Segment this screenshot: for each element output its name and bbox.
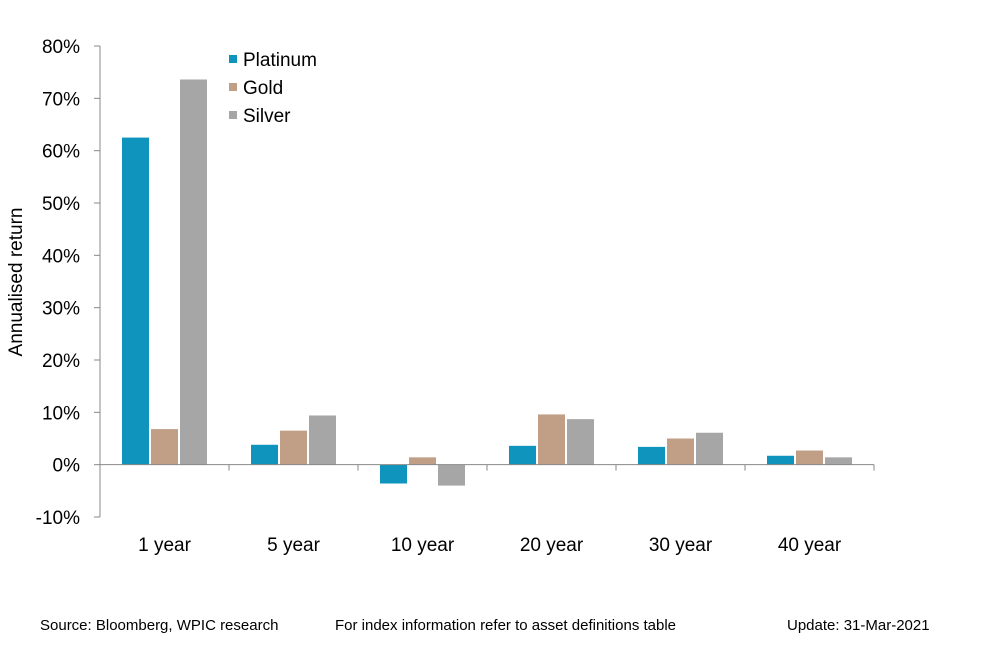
update-date: Update: 31-Mar-2021	[787, 617, 930, 634]
legend-swatch-gold	[229, 83, 237, 91]
y-tick-label: 50%	[42, 194, 80, 215]
y-tick-label: 60%	[42, 142, 80, 163]
bar-gold-5-year	[280, 430, 307, 465]
y-tick-label: 20%	[42, 351, 80, 372]
bars-layer	[122, 79, 852, 486]
bar-silver-30-year	[696, 432, 723, 465]
y-ticks-layer: -10% 0% 10% 20% 30% 40% 50% 60% 70% 80%	[36, 37, 100, 529]
bar-gold-1-year	[151, 429, 178, 465]
axes-layer	[99, 46, 875, 517]
y-tick-label: 80%	[42, 37, 80, 58]
y-tick-label: 30%	[42, 299, 80, 320]
bar-gold-40-year	[796, 450, 823, 465]
bar-platinum-5-year	[251, 444, 278, 465]
bar-silver-1-year	[180, 79, 207, 465]
bar-silver-5-year	[309, 415, 336, 465]
y-tick-label: 10%	[42, 403, 80, 424]
x-labels-layer: 1 year 5 year 10 year 20 year 30 year 40 year	[138, 535, 842, 556]
bar-platinum-1-year	[122, 137, 149, 465]
y-tick-label: 0%	[53, 456, 81, 477]
bar-platinum-20-year	[509, 445, 536, 465]
x-tick-label: 5 year	[267, 535, 320, 556]
legend-label-platinum: Platinum	[243, 50, 317, 71]
x-tick-label: 30 year	[649, 535, 713, 556]
bar-gold-10-year	[409, 457, 436, 465]
legend-label-gold: Gold	[243, 78, 283, 99]
definitions-note: For index information refer to asset def…	[335, 617, 677, 634]
x-tick-label: 10 year	[391, 535, 455, 556]
source-note: Source: Bloomberg, WPIC research	[40, 617, 279, 634]
bar-gold-20-year	[538, 414, 565, 465]
bar-silver-20-year	[567, 419, 594, 465]
y-axis-label: Annualised return	[6, 208, 27, 357]
bar-silver-40-year	[825, 457, 852, 465]
y-tick-label: -10%	[36, 508, 80, 529]
legend-swatch-silver	[229, 111, 237, 119]
bar-platinum-40-year	[767, 455, 794, 465]
y-tick-label: 70%	[42, 89, 80, 110]
legend: Platinum Gold Silver	[229, 50, 317, 127]
x-tick-label: 20 year	[520, 535, 584, 556]
bar-silver-10-year	[438, 464, 465, 486]
legend-swatch-platinum	[229, 55, 237, 63]
bar-gold-30-year	[667, 438, 694, 465]
x-tick-label: 40 year	[778, 535, 842, 556]
bar-platinum-10-year	[380, 464, 407, 484]
legend-label-silver: Silver	[243, 106, 291, 127]
bar-platinum-30-year	[638, 446, 665, 465]
x-tick-label: 1 year	[138, 535, 191, 556]
y-tick-label: 40%	[42, 246, 80, 267]
